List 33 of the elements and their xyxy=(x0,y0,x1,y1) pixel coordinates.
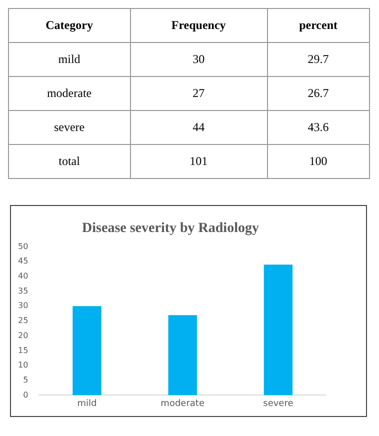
data-label: 26.7 xyxy=(267,76,370,110)
bar xyxy=(264,264,293,396)
data-label: 100 xyxy=(267,144,370,178)
x-tick-label: mild xyxy=(77,398,97,409)
y-tick-label: 5 xyxy=(23,375,28,384)
x-tick-label: severe xyxy=(263,398,294,409)
data-label: 43.6 xyxy=(267,110,370,144)
category-label: mild xyxy=(8,42,130,76)
bar xyxy=(168,315,197,396)
y-tick-label: 30 xyxy=(18,301,28,310)
data-label: 44 xyxy=(130,110,268,144)
y-tick-label: 40 xyxy=(18,272,28,281)
y-tick-label: 20 xyxy=(18,330,28,340)
y-tick-label: 10 xyxy=(18,360,28,370)
x-tick-label: moderate xyxy=(160,398,205,409)
data-label: 29.7 xyxy=(267,42,370,76)
y-tick-label: 25 xyxy=(18,316,28,326)
data-label: 27 xyxy=(130,76,268,110)
y-tick-label: 35 xyxy=(18,286,28,296)
text: percent xyxy=(267,8,370,42)
y-tick-label: 15 xyxy=(18,346,28,355)
y-tick-label: 50 xyxy=(18,242,28,251)
data-label: 101 xyxy=(130,144,268,178)
chart-title: Disease severity by Radiology xyxy=(82,221,259,236)
data-label: 30 xyxy=(130,42,268,76)
category-label: severe xyxy=(8,110,130,144)
y-tick-label: 0 xyxy=(23,390,28,400)
bar xyxy=(72,306,102,396)
category-label: moderate xyxy=(8,76,130,110)
text: Category xyxy=(8,8,130,42)
text: Frequency xyxy=(130,8,268,42)
category-label: total xyxy=(8,144,130,178)
y-tick-label: 45 xyxy=(18,256,28,266)
